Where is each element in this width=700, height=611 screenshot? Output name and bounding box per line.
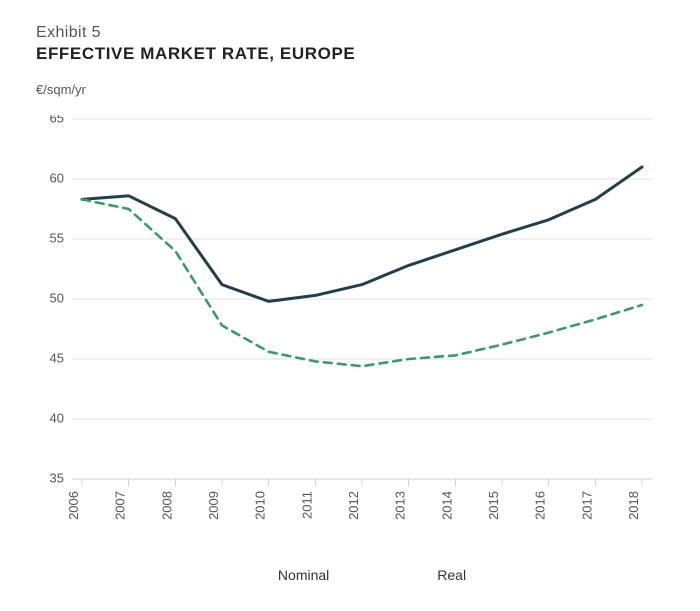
exhibit-container: Exhibit 5 EFFECTIVE MARKET RATE, EUROPE …	[0, 0, 700, 611]
exhibit-label: Exhibit 5	[36, 24, 664, 42]
y-tick-label: 55	[50, 230, 64, 245]
x-tick-label: 2018	[626, 491, 641, 520]
legend-item-nominal: Nominal	[234, 567, 329, 583]
x-tick-label: 2016	[533, 491, 548, 520]
legend-label-real: Real	[437, 567, 466, 583]
series-nominal	[82, 167, 642, 301]
legend: Nominal Real	[36, 567, 664, 583]
chart-title: EFFECTIVE MARKET RATE, EUROPE	[36, 44, 664, 64]
y-tick-label: 60	[50, 170, 64, 185]
x-tick-label: 2011	[299, 491, 314, 519]
y-tick-label: 40	[50, 410, 64, 425]
line-chart: 35 40 45 50 55 60 65 2006 2007 2008 2009 2010 2011 20…	[36, 115, 664, 549]
legend-item-real: Real	[393, 567, 466, 583]
x-tick-label: 2007	[113, 491, 128, 520]
x-tick-label: 2015	[486, 491, 501, 520]
x-tick-label: 2013	[393, 491, 408, 520]
series-real	[82, 199, 642, 366]
x-tick-label: 2017	[579, 491, 594, 520]
y-tick-label: 50	[50, 290, 64, 305]
x-tick-label: 2008	[159, 491, 174, 520]
x-tick-label: 2009	[206, 491, 221, 520]
y-tick-label: 35	[50, 470, 64, 485]
x-tick-label: 2006	[66, 491, 81, 520]
x-tick-label: 2012	[346, 491, 361, 520]
legend-label-nominal: Nominal	[278, 567, 329, 583]
y-axis-unit: €/sqm/yr	[36, 82, 664, 97]
y-tick-label: 65	[50, 115, 64, 125]
y-tick-label: 45	[50, 350, 64, 365]
x-tick-label: 2010	[253, 491, 268, 520]
x-tick-label: 2014	[439, 491, 454, 520]
